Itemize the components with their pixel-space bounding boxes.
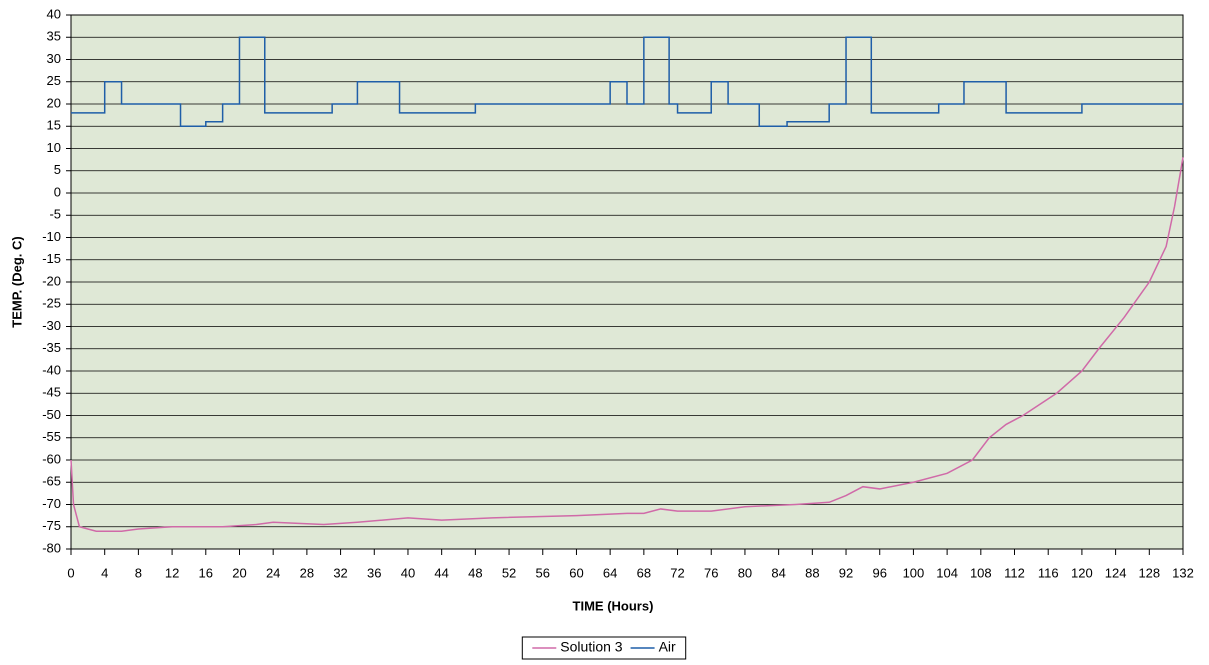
legend-box xyxy=(521,636,687,660)
y-tick-label: 30 xyxy=(47,51,61,66)
x-tick-label: 20 xyxy=(232,565,246,580)
y-tick-label: -80 xyxy=(42,540,61,555)
x-tick-label: 12 xyxy=(165,565,179,580)
y-tick-label: 35 xyxy=(47,29,61,44)
y-tick-label: -10 xyxy=(42,229,61,244)
x-tick-label: 36 xyxy=(367,565,381,580)
x-tick-label: 60 xyxy=(569,565,583,580)
x-tick-label: 124 xyxy=(1105,565,1127,580)
x-tick-label: 72 xyxy=(670,565,684,580)
x-tick-label: 128 xyxy=(1138,565,1160,580)
y-tick-label: -35 xyxy=(42,340,61,355)
y-tick-label: -20 xyxy=(42,273,61,288)
series-line xyxy=(70,157,1184,532)
x-tick-label: 116 xyxy=(1038,565,1059,580)
x-tick-label: 64 xyxy=(603,565,617,580)
legend: Solution 3 Air xyxy=(521,636,687,660)
y-tick-label: -50 xyxy=(42,407,61,422)
x-tick-label: 56 xyxy=(536,565,550,580)
y-tick-label: -25 xyxy=(42,296,61,311)
x-tick-label: 0 xyxy=(67,565,74,580)
x-tick-label: 132 xyxy=(1172,565,1194,580)
x-tick-label: 112 xyxy=(1004,565,1025,580)
y-tick-label: -40 xyxy=(42,362,61,377)
x-tick-label: 52 xyxy=(502,565,516,580)
y-tick-label: 0 xyxy=(54,184,61,199)
x-tick-label: 44 xyxy=(434,565,448,580)
legend-label: Air xyxy=(659,639,676,655)
x-tick-label: 108 xyxy=(970,565,992,580)
x-tick-label: 84 xyxy=(771,565,785,580)
y-tick-label: -65 xyxy=(42,474,61,489)
x-tick-label: 16 xyxy=(199,565,213,580)
x-tick-label: 28 xyxy=(300,565,314,580)
x-tick-label: 24 xyxy=(266,565,280,580)
y-tick-label: 10 xyxy=(47,140,61,155)
x-tick-label: 32 xyxy=(333,565,347,580)
x-tick-label: 120 xyxy=(1071,565,1093,580)
x-tick-label: 96 xyxy=(872,565,886,580)
x-tick-label: 80 xyxy=(738,565,752,580)
x-tick-label: 104 xyxy=(936,565,958,580)
y-tick-label: -55 xyxy=(42,429,61,444)
x-axis-label: TIME (Hours) xyxy=(573,598,654,613)
y-tick-label: 15 xyxy=(47,118,61,133)
series-line xyxy=(71,36,1183,127)
x-tick-label: 68 xyxy=(637,565,651,580)
x-tick-label: 92 xyxy=(839,565,853,580)
y-axis-label: TEMP. (Deg. C) xyxy=(9,236,24,328)
x-tick-label: 100 xyxy=(903,565,925,580)
y-tick-label: 40 xyxy=(47,6,61,21)
y-tick-label: -60 xyxy=(42,451,61,466)
x-tick-label: 88 xyxy=(805,565,819,580)
y-tick-label: -5 xyxy=(49,207,61,222)
y-tick-label: -15 xyxy=(42,251,61,266)
y-tick-label: 5 xyxy=(54,162,61,177)
x-tick-label: 76 xyxy=(704,565,718,580)
y-tick-label: -30 xyxy=(42,318,61,333)
x-tick-label: 48 xyxy=(468,565,482,580)
y-tick-label: -45 xyxy=(42,385,61,400)
x-tick-label: 40 xyxy=(401,565,415,580)
y-tick-label: -75 xyxy=(42,518,61,533)
legend-label: Solution 3 xyxy=(560,639,622,655)
y-tick-label: 20 xyxy=(47,95,61,110)
y-tick-label: -70 xyxy=(42,496,61,511)
x-tick-label: 8 xyxy=(135,565,142,580)
y-tick-label: 25 xyxy=(47,73,61,88)
x-tick-label: 4 xyxy=(101,565,108,580)
